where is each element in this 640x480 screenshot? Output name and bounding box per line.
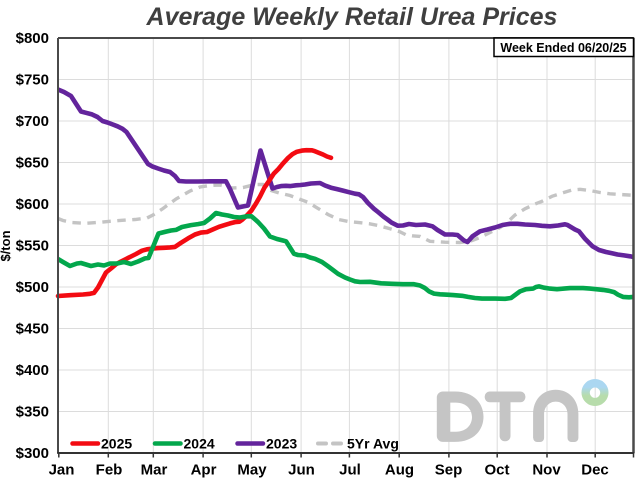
svg-text:$350: $350 [16, 404, 49, 421]
svg-text:Nov: Nov [532, 462, 561, 479]
svg-text:$800: $800 [16, 30, 49, 47]
svg-text:Jan: Jan [49, 462, 75, 479]
svg-text:$750: $750 [16, 72, 49, 89]
svg-text:Apr: Apr [191, 462, 217, 479]
svg-text:5Yr Avg: 5Yr Avg [347, 436, 399, 452]
svg-text:2024: 2024 [184, 436, 215, 452]
svg-text:2025: 2025 [101, 436, 132, 452]
svg-text:$300: $300 [16, 445, 49, 462]
svg-text:Jul: Jul [339, 462, 361, 479]
svg-text:Feb: Feb [96, 462, 123, 479]
svg-text:Week Ended 06/20/25: Week Ended 06/20/25 [500, 41, 626, 55]
svg-text:Oct: Oct [484, 462, 509, 479]
svg-text:Sep: Sep [435, 462, 463, 479]
svg-text:$400: $400 [16, 362, 49, 379]
svg-text:$600: $600 [16, 196, 49, 213]
svg-text:$700: $700 [16, 113, 49, 130]
svg-text:$450: $450 [16, 321, 49, 338]
svg-text:$650: $650 [16, 155, 49, 172]
svg-text:$/ton: $/ton [0, 230, 13, 261]
svg-text:Jun: Jun [288, 462, 315, 479]
svg-text:$550: $550 [16, 238, 49, 255]
svg-text:May: May [237, 462, 267, 479]
svg-text:Dec: Dec [581, 462, 609, 479]
svg-text:Mar: Mar [141, 462, 168, 479]
svg-text:2023: 2023 [266, 436, 297, 452]
svg-text:Aug: Aug [385, 462, 414, 479]
svg-text:Average Weekly Retail Urea Pri: Average Weekly Retail Urea Prices [146, 3, 558, 31]
svg-text:$500: $500 [16, 279, 49, 296]
